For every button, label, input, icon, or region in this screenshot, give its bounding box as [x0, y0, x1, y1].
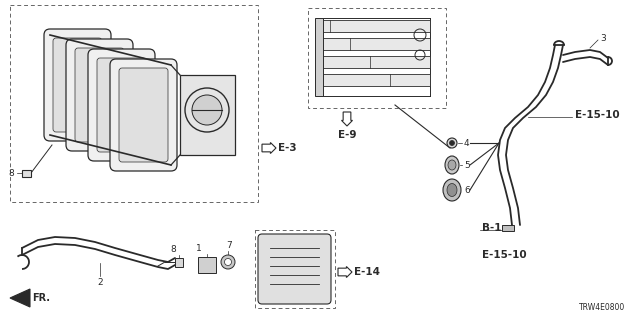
Circle shape: [192, 95, 222, 125]
Bar: [320, 38, 430, 50]
Text: 3: 3: [600, 34, 605, 43]
Text: E-15-10: E-15-10: [575, 110, 620, 120]
Ellipse shape: [445, 156, 459, 174]
Circle shape: [447, 138, 457, 148]
Bar: [255, 230, 335, 308]
FancyBboxPatch shape: [66, 39, 133, 151]
Text: 1: 1: [196, 244, 202, 253]
Circle shape: [225, 259, 232, 266]
Bar: [320, 56, 430, 68]
Bar: [22, 170, 31, 177]
Polygon shape: [342, 112, 353, 126]
Text: E-14: E-14: [354, 267, 380, 277]
Text: 4: 4: [464, 139, 470, 148]
FancyBboxPatch shape: [110, 59, 177, 171]
Text: FR.: FR.: [32, 293, 50, 303]
Bar: [175, 258, 183, 267]
Text: B-1: B-1: [482, 223, 502, 233]
Bar: [308, 8, 446, 108]
Ellipse shape: [443, 179, 461, 201]
Text: 2: 2: [97, 278, 103, 287]
FancyBboxPatch shape: [97, 58, 146, 152]
Bar: [198, 257, 216, 273]
FancyBboxPatch shape: [119, 68, 168, 162]
Bar: [180, 75, 235, 155]
Text: 8: 8: [170, 245, 176, 254]
Bar: [10, 5, 258, 202]
Text: E-15-10: E-15-10: [482, 250, 527, 260]
Text: E-3: E-3: [278, 143, 296, 153]
Text: TRW4E0800: TRW4E0800: [579, 303, 625, 312]
Ellipse shape: [447, 183, 457, 196]
FancyBboxPatch shape: [88, 49, 155, 161]
FancyBboxPatch shape: [258, 234, 331, 304]
Text: 7: 7: [226, 241, 232, 250]
Polygon shape: [262, 142, 276, 154]
Circle shape: [221, 255, 235, 269]
Ellipse shape: [448, 160, 456, 170]
Text: E-9: E-9: [338, 130, 356, 140]
FancyBboxPatch shape: [75, 48, 124, 142]
Polygon shape: [10, 289, 30, 307]
Bar: [320, 20, 430, 32]
FancyBboxPatch shape: [44, 29, 111, 141]
Text: 5: 5: [464, 161, 470, 170]
Bar: [502, 225, 514, 231]
Text: 6: 6: [464, 186, 470, 195]
Text: 8: 8: [8, 169, 14, 178]
FancyBboxPatch shape: [53, 38, 102, 132]
Bar: [315, 18, 323, 96]
Polygon shape: [338, 267, 352, 277]
Bar: [320, 74, 430, 86]
Circle shape: [449, 140, 454, 146]
